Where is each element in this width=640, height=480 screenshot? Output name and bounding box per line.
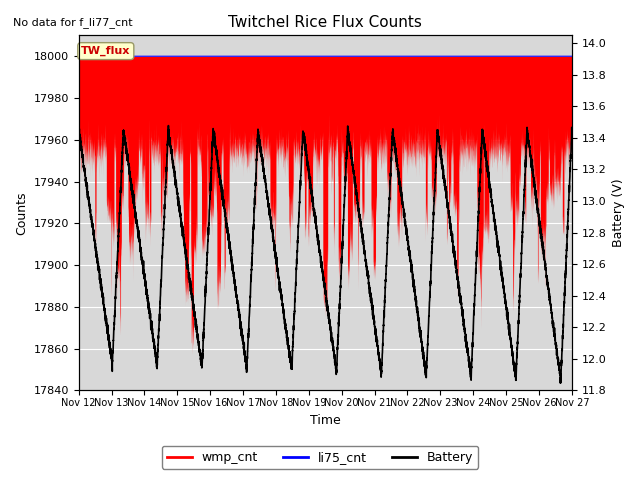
X-axis label: Time: Time: [310, 414, 340, 427]
Legend: wmp_cnt, li75_cnt, Battery: wmp_cnt, li75_cnt, Battery: [162, 446, 478, 469]
Y-axis label: Counts: Counts: [15, 191, 28, 235]
Text: No data for f_li77_cnt: No data for f_li77_cnt: [13, 17, 132, 28]
Text: TW_flux: TW_flux: [81, 46, 131, 56]
Title: Twitchel Rice Flux Counts: Twitchel Rice Flux Counts: [228, 15, 422, 30]
Y-axis label: Battery (V): Battery (V): [612, 179, 625, 247]
